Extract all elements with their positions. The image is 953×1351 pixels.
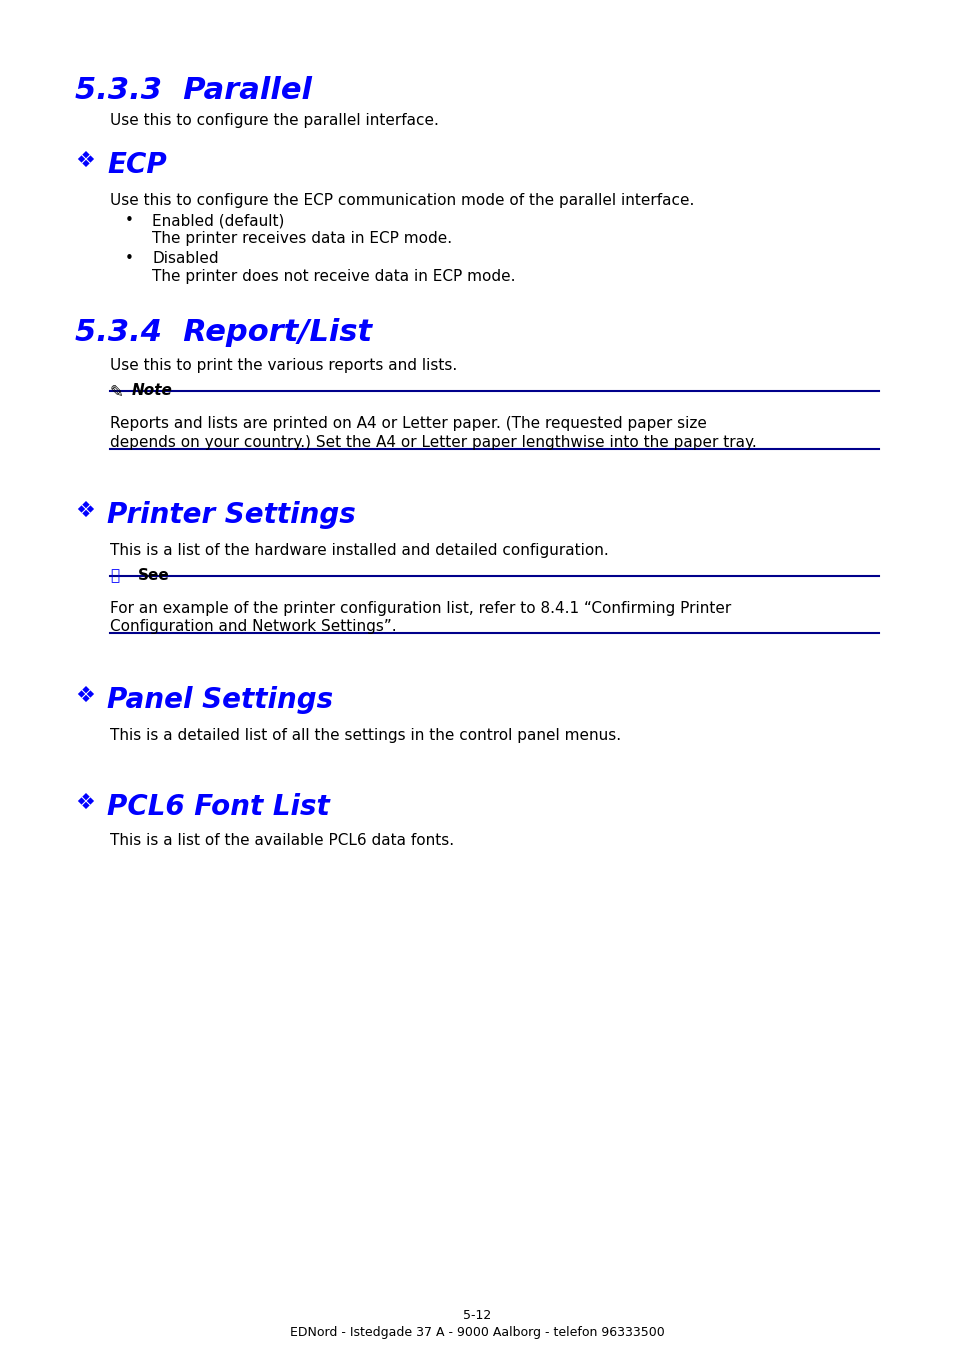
Text: ❖: ❖	[75, 793, 95, 813]
Text: Enabled (default): Enabled (default)	[152, 213, 284, 228]
Text: 5-12: 5-12	[462, 1309, 491, 1323]
Text: This is a detailed list of all the settings in the control panel menus.: This is a detailed list of all the setti…	[110, 728, 620, 743]
Text: ECP: ECP	[107, 151, 167, 178]
Text: ❖: ❖	[75, 686, 95, 707]
Text: ❖: ❖	[75, 501, 95, 521]
Text: Configuration and Network Settings”.: Configuration and Network Settings”.	[110, 620, 396, 635]
Text: 5.3.4  Report/List: 5.3.4 Report/List	[75, 317, 372, 347]
Text: Use this to configure the ECP communication mode of the parallel interface.: Use this to configure the ECP communicat…	[110, 193, 694, 208]
Text: This is a list of the available PCL6 data fonts.: This is a list of the available PCL6 dat…	[110, 834, 454, 848]
Text: EDNord - Istedgade 37 A - 9000 Aalborg - telefon 96333500: EDNord - Istedgade 37 A - 9000 Aalborg -…	[290, 1325, 663, 1339]
Text: Disabled: Disabled	[152, 251, 218, 266]
Text: See: See	[138, 567, 170, 584]
Text: •: •	[125, 213, 133, 228]
Text: This is a list of the hardware installed and detailed configuration.: This is a list of the hardware installed…	[110, 543, 608, 558]
Text: For an example of the printer configuration list, refer to 8.4.1 “Confirming Pri: For an example of the printer configurat…	[110, 601, 731, 616]
Text: ✎: ✎	[110, 382, 124, 401]
Text: Use this to configure the parallel interface.: Use this to configure the parallel inter…	[110, 113, 438, 128]
Text: PCL6 Font List: PCL6 Font List	[107, 793, 330, 821]
Text: depends on your country.) Set the A4 or Letter paper lengthwise into the paper t: depends on your country.) Set the A4 or …	[110, 435, 756, 450]
Text: The printer does not receive data in ECP mode.: The printer does not receive data in ECP…	[152, 269, 515, 284]
Text: Note: Note	[132, 382, 172, 399]
Text: Printer Settings: Printer Settings	[107, 501, 355, 530]
Text: Use this to print the various reports and lists.: Use this to print the various reports an…	[110, 358, 456, 373]
Text: Reports and lists are printed on A4 or Letter paper. (The requested paper size: Reports and lists are printed on A4 or L…	[110, 416, 706, 431]
Text: The printer receives data in ECP mode.: The printer receives data in ECP mode.	[152, 231, 452, 246]
Text: 📖: 📖	[110, 567, 119, 584]
Text: •: •	[125, 251, 133, 266]
Text: 5.3.3  Parallel: 5.3.3 Parallel	[75, 76, 312, 105]
Text: Panel Settings: Panel Settings	[107, 686, 333, 713]
Text: ❖: ❖	[75, 151, 95, 172]
